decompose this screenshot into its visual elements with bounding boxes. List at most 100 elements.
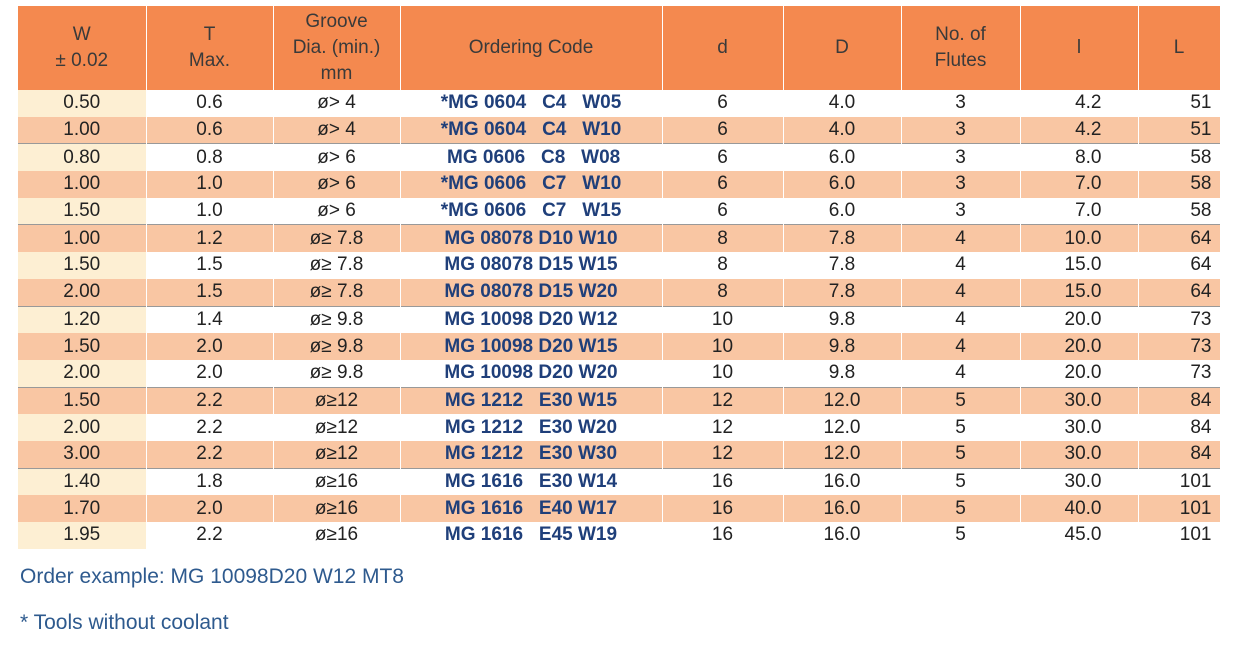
table-row: 1.00 0.6 ø> 4 *MG 0604 C4 W10 6 4.0 3 4.2 51 bbox=[18, 116, 1221, 144]
table-cell: 1.0 bbox=[146, 197, 274, 225]
table-cell: 16 bbox=[662, 495, 784, 522]
table-cell: 45.0 bbox=[1020, 522, 1139, 549]
table-cell: 8.0 bbox=[1020, 143, 1139, 172]
order-example: Order example: MG 10098D20 W12 MT8 bbox=[20, 565, 404, 588]
header-line: ± 0.02 bbox=[55, 50, 109, 71]
table-cell: ø≥ 9.8 bbox=[273, 359, 401, 388]
table-cell: 4 bbox=[901, 333, 1021, 360]
table-cell: 12.0 bbox=[783, 440, 902, 469]
table-cell: 7.8 bbox=[783, 278, 902, 306]
table-row: 1.50 2.2 ø≥12 MG 1212 E30 W15 12 12.0 5 30.0 84 bbox=[18, 386, 1221, 415]
table-cell: 1.50 bbox=[18, 252, 147, 279]
table-cell: 12 bbox=[662, 386, 784, 415]
table-cell: 16 bbox=[662, 522, 784, 549]
header-line: Ordering Code bbox=[468, 37, 594, 58]
table-cell: MG 1212 E30 W15 bbox=[400, 386, 663, 415]
table-cell: 1.50 bbox=[18, 197, 147, 225]
header-line: W bbox=[72, 24, 91, 45]
table-cell: 1.5 bbox=[146, 252, 274, 279]
table-cell: 4 bbox=[901, 305, 1021, 334]
table-cell: MG 0606 C8 W08 bbox=[400, 143, 663, 172]
table-row: 1.95 2.2 ø≥16 MG 1616 E45 W19 16 16.0 5 45.0 101 bbox=[18, 522, 1221, 549]
table-cell: 5 bbox=[901, 440, 1021, 469]
header-cell: No. of Flutes bbox=[901, 6, 1021, 90]
table-body: 0.50 0.6 ø> 4 *MG 0604 C4 W05 6 4.0 3 4.2 51 1.00… bbox=[18, 90, 1221, 549]
table-cell: 1.00 bbox=[18, 116, 147, 144]
table-cell: 20.0 bbox=[1020, 333, 1139, 360]
table-cell: 7.0 bbox=[1020, 197, 1139, 225]
table-cell: 1.0 bbox=[146, 171, 274, 198]
table-cell: 3 bbox=[901, 116, 1021, 144]
table-cell: 3 bbox=[901, 197, 1021, 225]
table-cell: *MG 0606 C7 W15 bbox=[400, 197, 663, 225]
header-cell: Groove Dia. (min.) mm bbox=[273, 6, 401, 90]
table-cell: 5 bbox=[901, 414, 1021, 441]
table-cell: 1.50 bbox=[18, 333, 147, 360]
table-cell: 40.0 bbox=[1020, 495, 1139, 522]
table-cell: 30.0 bbox=[1020, 467, 1139, 496]
table-cell: 30.0 bbox=[1020, 386, 1139, 415]
table-cell: 9.8 bbox=[783, 333, 902, 360]
table-cell: 64 bbox=[1138, 278, 1221, 306]
table-cell: 4.0 bbox=[783, 90, 902, 117]
table-cell: 1.8 bbox=[146, 467, 274, 496]
table-cell: 1.95 bbox=[18, 522, 147, 549]
table-cell: 2.00 bbox=[18, 278, 147, 306]
table-cell: 2.00 bbox=[18, 359, 147, 388]
table-cell: 3 bbox=[901, 143, 1021, 172]
table-row: 0.80 0.8 ø> 6 MG 0606 C8 W08 6 6.0 3 8.0 58 bbox=[18, 143, 1221, 172]
table-cell: *MG 0604 C4 W05 bbox=[400, 90, 663, 117]
table-cell: ø≥ 7.8 bbox=[273, 252, 401, 279]
table-cell: 1.5 bbox=[146, 278, 274, 306]
table-cell: 12.0 bbox=[783, 414, 902, 441]
table-cell: MG 08078 D15 W15 bbox=[400, 252, 663, 279]
table-cell: 5 bbox=[901, 522, 1021, 549]
table-cell: *MG 0606 C7 W10 bbox=[400, 171, 663, 198]
table-cell: 1.2 bbox=[146, 224, 274, 253]
table-row: 2.00 2.0 ø≥ 9.8 MG 10098 D20 W20 10 9.8 4 20.0 7… bbox=[18, 359, 1221, 388]
table-cell: MG 1212 E30 W20 bbox=[400, 414, 663, 441]
header-line: Dia. (min.) bbox=[292, 37, 381, 58]
table-cell: MG 08078 D10 W10 bbox=[400, 224, 663, 253]
table-cell: 5 bbox=[901, 495, 1021, 522]
header-line: No. of bbox=[935, 24, 986, 45]
table-cell: ø> 4 bbox=[273, 90, 401, 117]
table-cell: 4 bbox=[901, 278, 1021, 306]
table-cell: 84 bbox=[1138, 440, 1221, 469]
table-cell: 4.2 bbox=[1020, 116, 1139, 144]
table-cell: 2.2 bbox=[146, 522, 274, 549]
table-cell: 16.0 bbox=[783, 495, 902, 522]
table-cell: 6 bbox=[662, 143, 784, 172]
table-row: 1.00 1.0 ø> 6 *MG 0606 C7 W10 6 6.0 3 7.0 58 bbox=[18, 171, 1221, 198]
table-cell: ø≥16 bbox=[273, 495, 401, 522]
table-cell: 20.0 bbox=[1020, 359, 1139, 388]
table-cell: 12.0 bbox=[783, 386, 902, 415]
table-cell: 8 bbox=[662, 252, 784, 279]
header-cell: L bbox=[1138, 6, 1221, 90]
table-cell: 1.40 bbox=[18, 467, 147, 496]
table-cell: ø≥ 7.8 bbox=[273, 278, 401, 306]
table-row: 1.00 1.2 ø≥ 7.8 MG 08078 D10 W10 8 7.8 4 10.0 64 bbox=[18, 224, 1221, 253]
table-cell: 1.4 bbox=[146, 305, 274, 334]
table-row: 1.50 1.0 ø> 6 *MG 0606 C7 W15 6 6.0 3 7.0 58 bbox=[18, 197, 1221, 225]
table-cell: ø> 6 bbox=[273, 197, 401, 225]
header-cell: l bbox=[1020, 6, 1139, 90]
header-cell: Ordering Code bbox=[400, 6, 663, 90]
table-cell: ø> 6 bbox=[273, 143, 401, 172]
table-cell: 101 bbox=[1138, 495, 1221, 522]
table-cell: 5 bbox=[901, 386, 1021, 415]
table-cell: 6.0 bbox=[783, 171, 902, 198]
table-cell: 8 bbox=[662, 278, 784, 306]
header-line: mm bbox=[320, 63, 353, 84]
table-cell: 0.50 bbox=[18, 90, 147, 117]
table-cell: 73 bbox=[1138, 359, 1221, 388]
header-line: L bbox=[1173, 37, 1185, 58]
header-cell: W ± 0.02 bbox=[18, 6, 147, 90]
table-cell: MG 08078 D15 W20 bbox=[400, 278, 663, 306]
table-cell: 51 bbox=[1138, 90, 1221, 117]
table-cell: 84 bbox=[1138, 414, 1221, 441]
table-cell: 3.00 bbox=[18, 440, 147, 469]
table-cell: 1.50 bbox=[18, 386, 147, 415]
table-cell: MG 10098 D20 W20 bbox=[400, 359, 663, 388]
table-cell: 101 bbox=[1138, 467, 1221, 496]
